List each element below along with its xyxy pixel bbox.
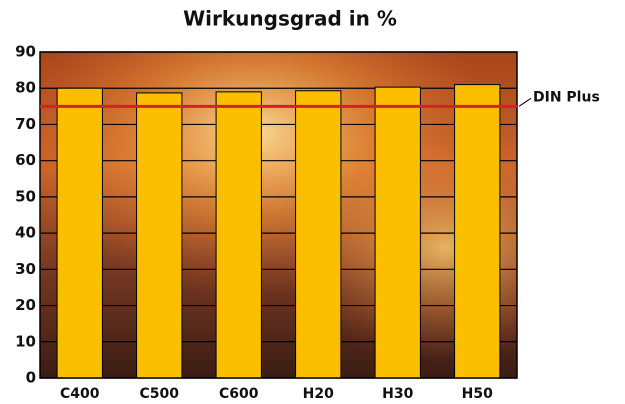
y-tick-label: 40 — [15, 224, 36, 242]
y-tick-label: 70 — [15, 115, 36, 133]
bar — [215, 91, 262, 379]
y-tick-label: 50 — [15, 187, 36, 205]
y-tick-label: 80 — [15, 79, 36, 97]
reference-leader — [518, 97, 532, 107]
bar — [374, 86, 421, 379]
bar — [295, 90, 342, 379]
plot-background — [40, 52, 517, 378]
y-tick-label: 20 — [15, 296, 36, 314]
y-tick-label: 90 — [15, 43, 36, 61]
x-tick-label: H30 — [382, 386, 413, 402]
bar — [454, 84, 501, 379]
x-tick-label: C600 — [219, 386, 259, 402]
x-tick-label: C400 — [60, 386, 100, 402]
reference-label: DIN Plus — [533, 89, 600, 105]
y-tick-label: 60 — [15, 151, 36, 169]
bar — [136, 92, 183, 379]
bar — [56, 87, 103, 379]
plot-frame — [39, 51, 518, 379]
y-tick-label: 10 — [15, 332, 36, 350]
chart-title: Wirkungsgrad in % — [183, 7, 397, 31]
y-tick-label: 30 — [15, 260, 36, 278]
y-tick-label: 0 — [26, 369, 36, 387]
x-tick-label: H50 — [462, 386, 493, 402]
x-tick-label: H20 — [303, 386, 334, 402]
x-tick-label: C500 — [140, 386, 180, 402]
